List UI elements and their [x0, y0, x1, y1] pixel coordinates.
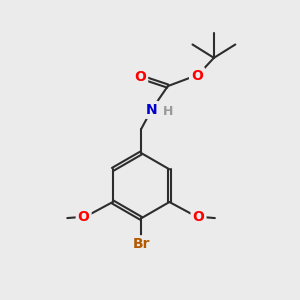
- Text: O: O: [191, 69, 203, 83]
- Text: N: N: [146, 103, 157, 117]
- Text: O: O: [78, 210, 90, 224]
- Text: O: O: [134, 70, 146, 84]
- Text: O: O: [193, 210, 205, 224]
- Text: H: H: [163, 105, 173, 118]
- Text: Br: Br: [132, 237, 150, 251]
